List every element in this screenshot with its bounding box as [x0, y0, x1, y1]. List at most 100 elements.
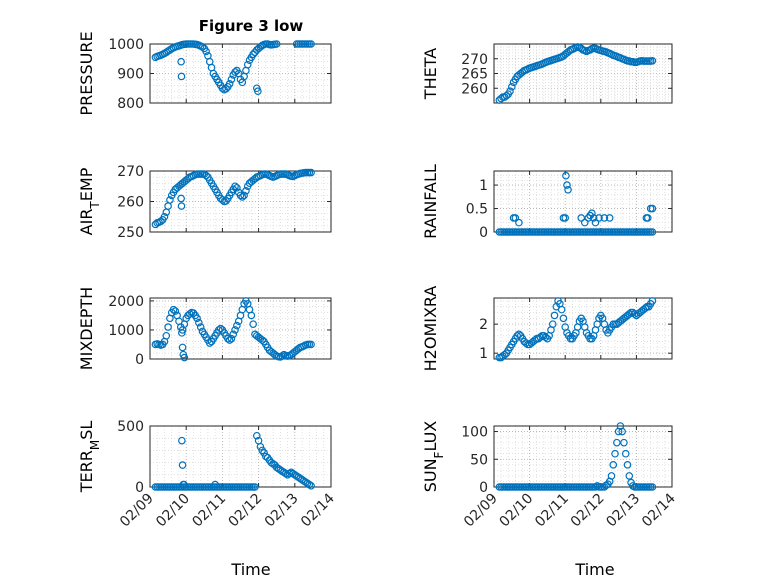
data-point	[231, 326, 239, 334]
ytick-label: 0	[479, 480, 488, 496]
data-point	[186, 310, 194, 318]
data-point	[586, 46, 594, 54]
data-point	[618, 427, 626, 436]
data-point	[595, 214, 603, 222]
data-point	[240, 191, 248, 200]
data-point	[605, 214, 614, 222]
data-point	[648, 57, 657, 65]
data-point	[648, 228, 657, 236]
data-point	[625, 472, 634, 480]
ytick-label: 900	[117, 67, 144, 83]
ylabel: PRESSURE	[77, 31, 96, 115]
data-point	[285, 469, 294, 478]
data-point	[166, 196, 174, 204]
data-point	[225, 80, 234, 88]
data-point	[180, 480, 188, 489]
ytick-label: 1	[479, 346, 488, 362]
axes-background	[494, 426, 672, 487]
data-point	[522, 339, 530, 347]
data-point	[236, 191, 245, 200]
data-point	[641, 304, 650, 312]
data-point	[164, 323, 172, 331]
data-point	[178, 343, 187, 352]
subplot-3: 250 260 270 AIRTEMP	[77, 164, 332, 241]
data-point	[577, 214, 586, 222]
data-point	[281, 469, 290, 478]
ylabel: MIXDEPTH	[77, 287, 96, 370]
ytick-label: 100	[461, 425, 488, 441]
data-point	[243, 60, 252, 69]
data-point	[272, 40, 281, 48]
data-point	[591, 483, 600, 491]
figure-title: Figure 3 low	[199, 17, 304, 35]
subplot-4: 0 0.5 1 RAINFALL	[421, 164, 673, 241]
data-point	[515, 218, 523, 227]
data-point	[589, 214, 598, 222]
data-point	[593, 482, 602, 490]
data-point	[564, 185, 572, 194]
data-point	[588, 209, 596, 218]
subplot-1: 800 900 1000 PRESSURE	[77, 31, 332, 116]
data-point	[256, 442, 265, 451]
data-point	[609, 461, 618, 469]
data-point	[254, 87, 262, 96]
ylabel: H2OMIXRA	[421, 286, 440, 372]
data-point	[218, 196, 227, 204]
ytick-label: 2	[479, 317, 488, 333]
ytick-label: 265	[461, 67, 488, 83]
ytick-label: 2000	[108, 294, 144, 310]
data-point	[506, 87, 514, 96]
xlabel-left: Time	[230, 560, 270, 579]
data-point	[623, 461, 632, 469]
axes-background	[494, 171, 672, 232]
subplot-5: 0 1000 2000 MIXDEPTH	[77, 287, 332, 370]
data-point	[561, 214, 570, 222]
data-point	[157, 217, 165, 226]
data-point	[550, 311, 559, 320]
data-point	[249, 50, 257, 59]
axes-frame	[149, 297, 332, 360]
data-point	[562, 171, 570, 180]
ytick-label: 0	[135, 480, 144, 496]
ytick-label: 800	[117, 96, 144, 112]
data-point	[607, 472, 616, 480]
data-point	[218, 84, 227, 93]
ytick-label: 500	[117, 419, 144, 435]
data-point	[242, 187, 250, 195]
data-point	[177, 72, 186, 81]
data-point	[189, 309, 198, 317]
data-point	[222, 85, 230, 93]
ytick-label: 1	[479, 178, 488, 194]
ytick-label: 50	[470, 452, 488, 468]
data-point	[536, 333, 545, 342]
data-point	[177, 194, 185, 203]
ytick-label: 0.5	[466, 202, 488, 218]
data-point	[211, 480, 219, 489]
data-point	[224, 334, 232, 343]
data-point	[580, 218, 589, 227]
data-point	[195, 318, 203, 327]
data-point	[160, 212, 169, 221]
data-point	[178, 461, 187, 469]
ytick-label: 0	[135, 352, 144, 368]
data-point	[643, 214, 652, 222]
data-point	[648, 297, 657, 305]
data-point	[198, 43, 207, 51]
data-point	[252, 431, 261, 440]
data-point	[629, 482, 637, 490]
data-point	[193, 314, 201, 323]
data-point	[307, 168, 315, 177]
data-point	[180, 353, 189, 362]
data-point	[227, 334, 236, 343]
ytick-label: 260	[461, 81, 488, 97]
data-point	[202, 171, 210, 180]
ytick-label: 270	[117, 164, 144, 180]
data-point	[231, 182, 239, 191]
data-point	[625, 310, 634, 318]
data-point	[178, 436, 186, 445]
data-point	[621, 449, 630, 458]
data-point	[251, 483, 259, 491]
ylabel: AIRTEMP	[77, 167, 102, 235]
